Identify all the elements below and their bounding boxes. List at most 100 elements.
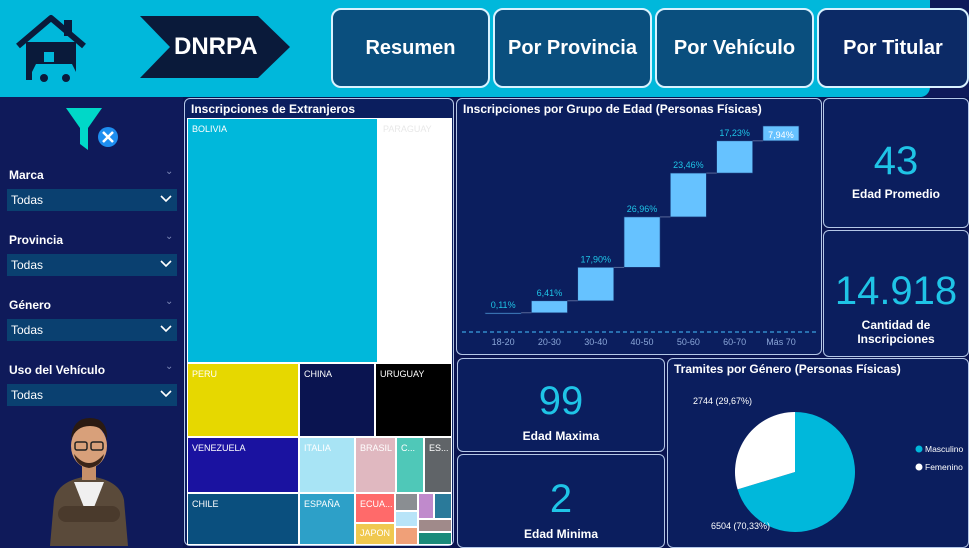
kpi-label: Edad Maxima — [522, 429, 600, 443]
treemap-cell-label: PERU — [192, 369, 218, 379]
age-bar[interactable] — [623, 216, 661, 268]
kpi-value: 2 — [549, 477, 573, 521]
kpi-cantidad-inscripciones: 14.918 Cantidad de Inscripciones — [823, 230, 969, 357]
kpi-label: Edad Promedio — [851, 187, 940, 201]
age-category-tick: 20-30 — [538, 337, 561, 347]
kpi-value: 43 — [873, 139, 919, 183]
chevron-down-icon[interactable]: ⌄ — [165, 296, 174, 307]
treemap-cell-c[interactable]: C... — [396, 437, 424, 493]
nav-vehiculo-button[interactable]: Por Vehículo — [655, 8, 814, 88]
filter-select-marca[interactable]: Todas — [7, 189, 177, 211]
age-bar[interactable] — [762, 125, 800, 142]
treemap-cell-uruguay[interactable]: URUGUAY — [375, 363, 452, 437]
treemap-cell-label: ESPAÑA — [304, 499, 340, 509]
age-chart-title: Inscripciones por Grupo de Edad (Persona… — [463, 102, 762, 116]
age-bar-data-label: 17,90% — [580, 254, 611, 264]
kpi-label: Cantidad de Inscripciones — [857, 318, 935, 346]
filter-value: Todas — [11, 258, 44, 272]
age-category-tick: 60-70 — [723, 337, 746, 347]
filter-value: Todas — [11, 323, 44, 337]
age-chart: 0,11% 18-20 6,41% 20-30 17,90% 30-40 26,96% 40-… — [462, 125, 818, 347]
treemap-cell-label: ITALIA — [304, 443, 331, 453]
filter-value: Todas — [11, 388, 44, 402]
treemap-cell-es[interactable]: ES... — [424, 437, 452, 493]
treemap-cell-label: URUGUAY — [380, 369, 425, 379]
treemap-cell-label: CHINA — [304, 369, 333, 379]
pie-data-label: 2744 (29,67%) — [693, 396, 752, 406]
nav-provincia-button[interactable]: Por Provincia — [493, 8, 652, 88]
age-bar[interactable] — [577, 267, 615, 302]
kpi-label: Edad Minima — [523, 527, 598, 541]
treemap-cell-small[interactable] — [395, 511, 418, 527]
chevron-down-icon[interactable]: ⌄ — [165, 166, 174, 177]
legend-label: Masculino — [925, 444, 964, 454]
chevron-down-icon[interactable]: ⌄ — [165, 361, 174, 372]
age-bar-data-label: 23,46% — [673, 160, 704, 170]
house-car-logo-icon — [14, 12, 88, 84]
nav-titular-button[interactable]: Por Titular — [817, 8, 969, 88]
treemap-cell-label: CHILE — [192, 499, 219, 509]
filter-label-marca: Marca — [9, 168, 44, 182]
treemap-cell-label: VENEZUELA — [192, 443, 246, 453]
treemap-cell-china[interactable]: CHINA — [299, 363, 375, 437]
age-bar[interactable] — [670, 172, 707, 218]
treemap-cell-label: PARAGUAY — [383, 124, 432, 134]
treemap-cell-label: ECUA... — [360, 499, 393, 509]
treemap-cell-ecuador[interactable]: ECUA... — [355, 493, 395, 523]
treemap-title: Inscripciones de Extranjeros — [191, 102, 356, 116]
treemap-cell-small[interactable] — [395, 527, 418, 545]
age-bar-data-label: 7,94% — [768, 130, 794, 140]
treemap-cell-label: BOLIVIA — [192, 124, 228, 134]
filter-select-uso[interactable]: Todas — [7, 384, 177, 406]
treemap-cell-label: C... — [401, 443, 416, 453]
kpi-edad-maxima: 99 Edad Maxima — [457, 358, 665, 452]
pie-slice-femenino[interactable] — [735, 412, 795, 490]
treemap-cell-label: ES... — [429, 443, 449, 453]
filter-label-genero: Género — [9, 298, 52, 312]
age-bar-data-label: 0,11% — [491, 300, 516, 310]
age-bar[interactable] — [531, 300, 568, 314]
treemap-cell-espana[interactable]: ESPAÑA — [299, 493, 355, 545]
treemap-cell-small[interactable] — [395, 493, 418, 511]
age-category-tick: 18-20 — [492, 337, 515, 347]
treemap-cell-small[interactable] — [418, 519, 452, 532]
treemap-cell-small[interactable] — [434, 493, 452, 519]
age-category-tick: 40-50 — [631, 337, 654, 347]
age-bar-data-label: 6,41% — [537, 288, 563, 298]
treemap-cell-bolivia[interactable]: BOLIVIA — [187, 118, 378, 363]
treemap-cell-paraguay[interactable]: PARAGUAY — [378, 118, 452, 363]
treemap-cell-brasil[interactable]: BRASIL — [355, 437, 396, 493]
treemap-cell-chile[interactable]: CHILE — [187, 493, 299, 545]
filter-select-provincia[interactable]: Todas — [7, 254, 177, 276]
chevron-down-icon — [160, 195, 172, 203]
kpi-value: 99 — [538, 379, 584, 423]
filter-label-provincia: Provincia — [9, 233, 64, 247]
treemap-cell-small[interactable] — [418, 493, 434, 519]
nav-resumen-button[interactable]: Resumen — [331, 8, 490, 88]
kpi-value: 14.918 — [834, 269, 958, 313]
treemap: BOLIVIA PARAGUAY PERU CHINA URUGUAY VENE… — [187, 118, 452, 545]
treemap-cell-small[interactable] — [418, 532, 452, 545]
kpi-edad-promedio: 43 Edad Promedio — [823, 98, 969, 228]
legend-label: Femenino — [925, 462, 963, 472]
treemap-cell-peru[interactable]: PERU — [187, 363, 299, 437]
age-category-tick: 30-40 — [584, 337, 607, 347]
treemap-cell-label: JAPON — [360, 528, 391, 538]
age-bar[interactable] — [484, 312, 522, 315]
clear-filter-icon[interactable] — [64, 106, 120, 156]
filter-value: Todas — [11, 193, 44, 207]
pie-slice-masculino[interactable] — [737, 412, 855, 532]
filter-select-genero[interactable]: Todas — [7, 319, 177, 341]
treemap-cell-venezuela[interactable]: VENEZUELA — [187, 437, 299, 493]
legend-marker — [915, 463, 923, 471]
age-bar[interactable] — [716, 140, 753, 174]
treemap-cell-italia[interactable]: ITALIA — [299, 437, 355, 493]
age-category-tick: 50-60 — [677, 337, 700, 347]
kpi-edad-minima: 2 Edad Minima — [457, 454, 665, 548]
treemap-cell-japon[interactable]: JAPON — [355, 523, 395, 545]
chevron-down-icon[interactable]: ⌄ — [165, 231, 174, 242]
brand-banner: DNRPA — [140, 16, 290, 78]
pie-data-label: 6504 (70,33%) — [711, 521, 770, 531]
avatar-illustration — [44, 410, 134, 546]
chevron-down-icon — [160, 260, 172, 268]
